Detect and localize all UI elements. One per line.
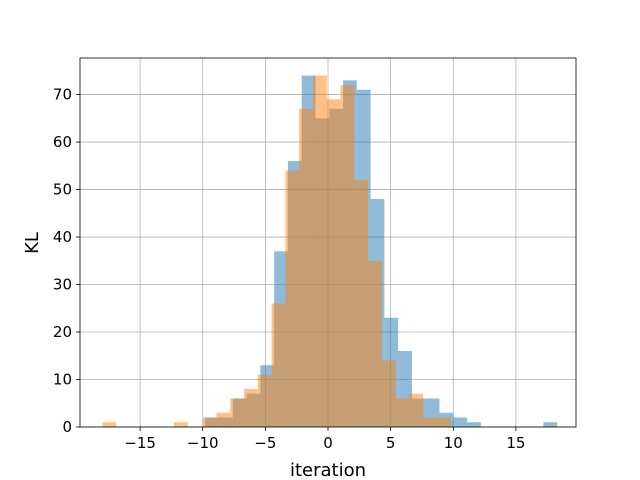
histogram-bar: [395, 398, 410, 427]
histogram-bar: [436, 417, 451, 427]
x-tick-label: −5: [254, 434, 276, 452]
histogram-bar: [216, 412, 231, 427]
histogram-bar: [467, 422, 481, 427]
y-axis-label: KL: [22, 232, 43, 254]
histogram-bar: [312, 75, 327, 428]
y-tick-label: 30: [53, 276, 72, 294]
x-tick-label: 0: [323, 434, 333, 452]
x-tick-label: 15: [506, 434, 525, 452]
histogram-bars: [102, 75, 558, 428]
x-tick-label: −15: [124, 434, 156, 452]
y-tick-label: 60: [53, 133, 72, 151]
histogram-bar: [102, 422, 117, 427]
y-tick-label: 0: [62, 418, 72, 436]
y-tick-label: 50: [53, 181, 72, 199]
histogram-bar: [409, 393, 424, 427]
x-tick-label: −10: [187, 434, 219, 452]
histogram-bar: [257, 374, 272, 427]
y-tick-label: 40: [53, 228, 72, 246]
histogram-bar: [340, 85, 355, 428]
histogram-bar: [271, 303, 286, 427]
histogram-bar: [368, 260, 382, 427]
histogram-bar: [326, 99, 341, 428]
histogram-bar: [381, 360, 396, 427]
x-axis-label: iteration: [290, 460, 366, 480]
histogram-bar: [202, 417, 217, 427]
histogram-bar: [299, 108, 313, 428]
histogram-bar: [423, 417, 437, 427]
histogram-bar: [244, 389, 258, 427]
histogram-bar: [543, 422, 558, 427]
histogram-bar: [354, 180, 369, 427]
y-tick-label: 20: [53, 323, 72, 341]
y-tick-label: 70: [53, 86, 72, 104]
histogram-bar: [285, 170, 300, 427]
x-tick-label: 10: [444, 434, 463, 452]
histogram-bar: [173, 422, 188, 427]
x-tick-label: 5: [386, 434, 396, 452]
y-tick-label: 10: [53, 371, 72, 389]
histogram-bar: [453, 417, 468, 427]
histogram-bar: [230, 398, 245, 427]
axis-ticks: −15 −10 −5 0 5 10 15 0 10 20 30 40 50 60 70: [53, 86, 526, 452]
